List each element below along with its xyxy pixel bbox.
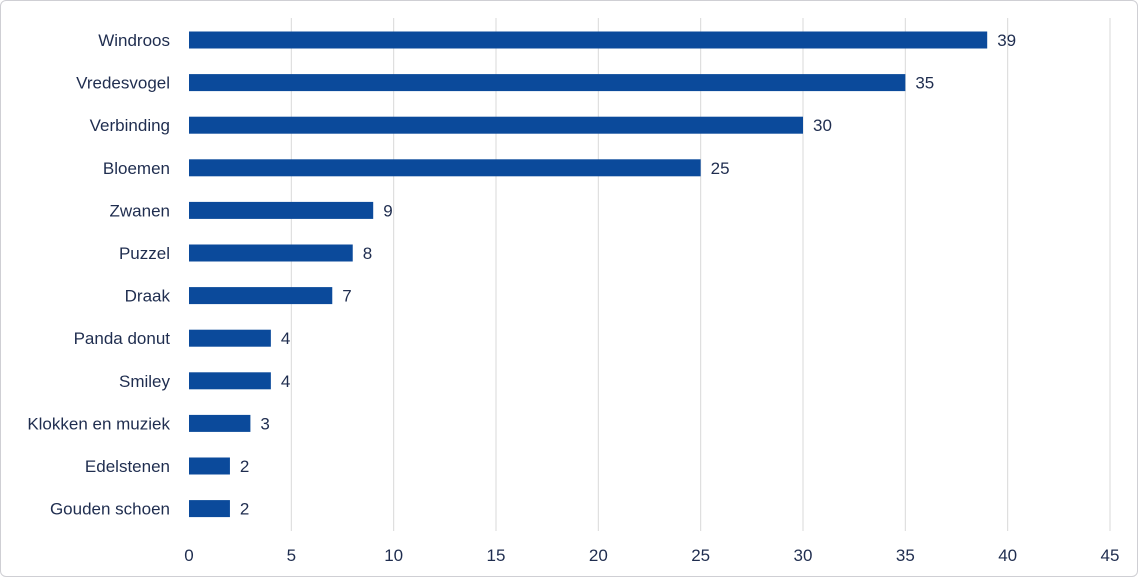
- bar-puzzel: [189, 244, 353, 262]
- data-label: 25: [711, 159, 730, 178]
- category-labels: Windroos Vredesvogel Verbinding Bloemen Zwan…: [27, 31, 170, 519]
- bar-windroos: [189, 31, 988, 49]
- category-label: Zwanen: [110, 201, 170, 220]
- bar-zwanen: [189, 201, 374, 219]
- bar-panda-donut: [189, 329, 271, 347]
- x-tick-label: 35: [896, 546, 915, 565]
- category-label: Klokken en muziek: [27, 414, 170, 433]
- category-label: Panda donut: [74, 329, 171, 348]
- data-label: 39: [997, 31, 1016, 50]
- bar-klokken-en-muziek: [189, 414, 251, 432]
- category-label: Windroos: [98, 31, 170, 50]
- x-axis-tick-labels: 0 5 10 15 20 25 30 35 40 45: [184, 546, 1119, 565]
- category-label: Puzzel: [119, 244, 170, 263]
- data-label: 9: [383, 201, 392, 220]
- x-tick-label: 5: [287, 546, 296, 565]
- x-tick-label: 30: [794, 546, 813, 565]
- data-label: 7: [342, 287, 351, 306]
- category-label: Vredesvogel: [76, 74, 170, 93]
- category-label: Gouden schoen: [50, 500, 170, 519]
- data-label: 4: [281, 372, 290, 391]
- bar-bloemen: [189, 159, 701, 177]
- gridlines: [290, 18, 1111, 531]
- data-label: 8: [363, 244, 372, 263]
- data-label: 2: [240, 500, 249, 519]
- x-tick-label: 10: [384, 546, 403, 565]
- category-label: Draak: [125, 287, 171, 306]
- data-label: 30: [813, 116, 832, 135]
- category-label: Verbinding: [90, 116, 170, 135]
- category-label: Smiley: [119, 372, 171, 391]
- x-tick-label: 40: [998, 546, 1017, 565]
- category-label: Edelstenen: [85, 457, 170, 476]
- x-tick-label: 15: [487, 546, 506, 565]
- data-label: 2: [240, 457, 249, 476]
- bar-edelstenen: [189, 457, 230, 475]
- category-label: Bloemen: [103, 159, 170, 178]
- x-tick-label: 45: [1101, 546, 1120, 565]
- bar-verbinding: [189, 116, 803, 134]
- data-label: 3: [260, 414, 269, 433]
- x-tick-label: 25: [691, 546, 710, 565]
- data-label: 4: [281, 329, 290, 348]
- data-label: 35: [915, 74, 934, 93]
- x-tick-label: 0: [184, 546, 193, 565]
- bar-smiley: [189, 372, 271, 390]
- bar-vredesvogel: [189, 74, 906, 92]
- bars: [189, 31, 988, 518]
- x-tick-label: 20: [589, 546, 608, 565]
- data-labels: 39 35 30 25 9 8 7 4 4 3 2 2: [240, 31, 1016, 519]
- bar-gouden-schoen: [189, 500, 230, 518]
- bar-draak: [189, 287, 333, 305]
